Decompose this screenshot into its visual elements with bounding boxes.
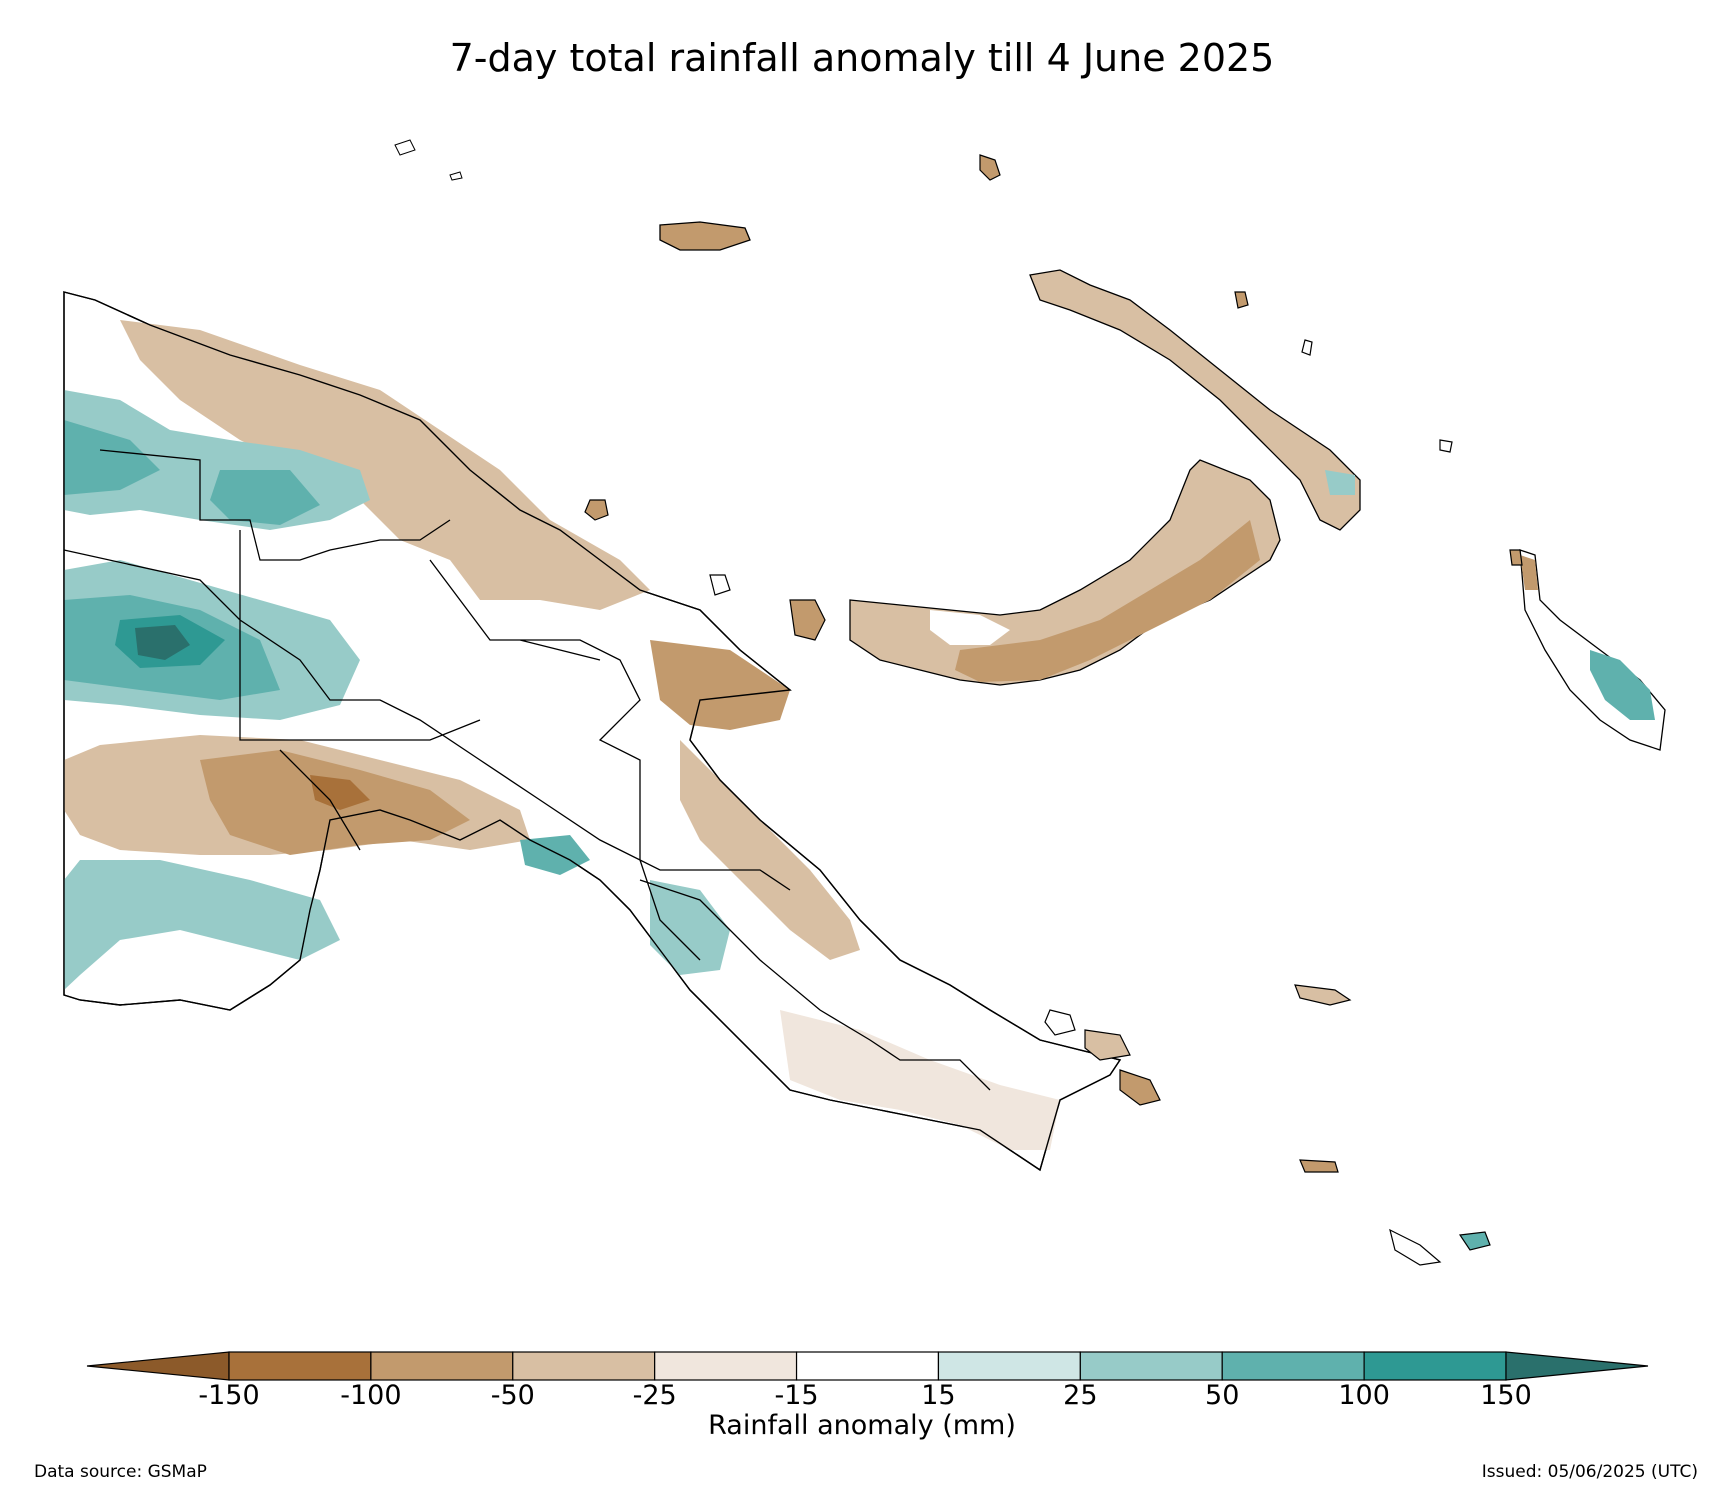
new-ireland-landmass [1029, 269, 1361, 531]
umboi-island [709, 574, 731, 596]
wet-patch-southwest [64, 860, 340, 990]
mussau-island [979, 154, 1001, 181]
wet-patch-south-central-valley [650, 880, 730, 975]
colorbar-tick-label: 25 [1063, 1380, 1098, 1411]
wet-peak-west-central [135, 625, 190, 660]
new-ireland-island [1029, 269, 1361, 531]
colorbar-tick-label: -50 [490, 1380, 535, 1411]
dry-patch-north-coast [120, 320, 650, 610]
wet-core-center-north [210, 470, 320, 525]
colorbar-bin [795, 1351, 940, 1381]
colorbar-bin [654, 1351, 798, 1381]
colorbar-label: Rainfall anomaly (mm) [708, 1410, 1016, 1441]
colorbar-tick-label: 100 [1338, 1380, 1390, 1411]
colorbar-tick-label: -15 [774, 1380, 819, 1411]
colorbar-extend-high [1505, 1351, 1649, 1381]
tabar-island [1301, 339, 1313, 356]
province-boundaries [63, 449, 991, 1091]
normanby-island [1119, 1069, 1161, 1106]
bougainville-dry-north [1520, 555, 1538, 590]
buka-island [1509, 549, 1523, 566]
manus-island [659, 221, 751, 251]
mainland-outline [63, 291, 1122, 1172]
fergusson-island [1084, 1029, 1131, 1061]
wet-core-northwest [64, 420, 160, 495]
rossel-island [1458, 1231, 1491, 1251]
bougainville-wet [1590, 650, 1655, 720]
colorbar-bin [1363, 1351, 1507, 1381]
wuvulu-island [449, 171, 463, 181]
new-ireland-wet-spot [1325, 470, 1355, 495]
new-britain-island [849, 459, 1281, 686]
data-source-note: Data source: GSMaP [34, 1462, 207, 1482]
colorbar-bin [1079, 1351, 1223, 1381]
colorbar-bin [1221, 1351, 1365, 1381]
colorbar-tick-label: 50 [1205, 1380, 1240, 1411]
colorbar-extend-low [86, 1351, 230, 1381]
goodenough-island [1044, 1009, 1076, 1036]
dry-patch-east-highlands [650, 640, 790, 730]
nissan-island [1439, 439, 1453, 453]
map-title: 7-day total rainfall anomaly till 4 June… [449, 36, 1275, 80]
lihir-island [1234, 291, 1249, 309]
colorbar-bin [370, 1351, 514, 1381]
dry-max-south-central [310, 775, 370, 810]
colorbar [86, 1351, 1649, 1381]
colorbar-tick-label: 15 [921, 1380, 956, 1411]
colorbar-bin [228, 1351, 372, 1381]
bougainville-island [1519, 549, 1666, 751]
colorbar-tick-label: 150 [1480, 1380, 1532, 1411]
woodlark-island [1294, 984, 1352, 1006]
karkar-island [584, 499, 609, 521]
mainland-png [63, 291, 1122, 1172]
long-island [789, 599, 826, 641]
colorbar-tick-label: -150 [198, 1380, 260, 1411]
issued-date-note: Issued: 05/06/2025 (UTC) [1481, 1462, 1698, 1482]
colorbar-tick-label: -25 [632, 1380, 677, 1411]
new-britain-dry-core [955, 520, 1260, 682]
new-britain-neutral [930, 610, 1010, 645]
colorbar-bin [937, 1351, 1081, 1381]
colorbar-tick-label: -100 [340, 1380, 402, 1411]
dry-patch-southeast-coast [680, 740, 860, 960]
tagula-island [1389, 1228, 1442, 1266]
colorbar-bin [512, 1351, 656, 1381]
wet-patch-gulf [520, 835, 590, 875]
misima-island [1299, 1159, 1339, 1173]
ninigo-islands [394, 139, 416, 156]
dry-patch-papuan-tail [780, 1010, 1060, 1150]
